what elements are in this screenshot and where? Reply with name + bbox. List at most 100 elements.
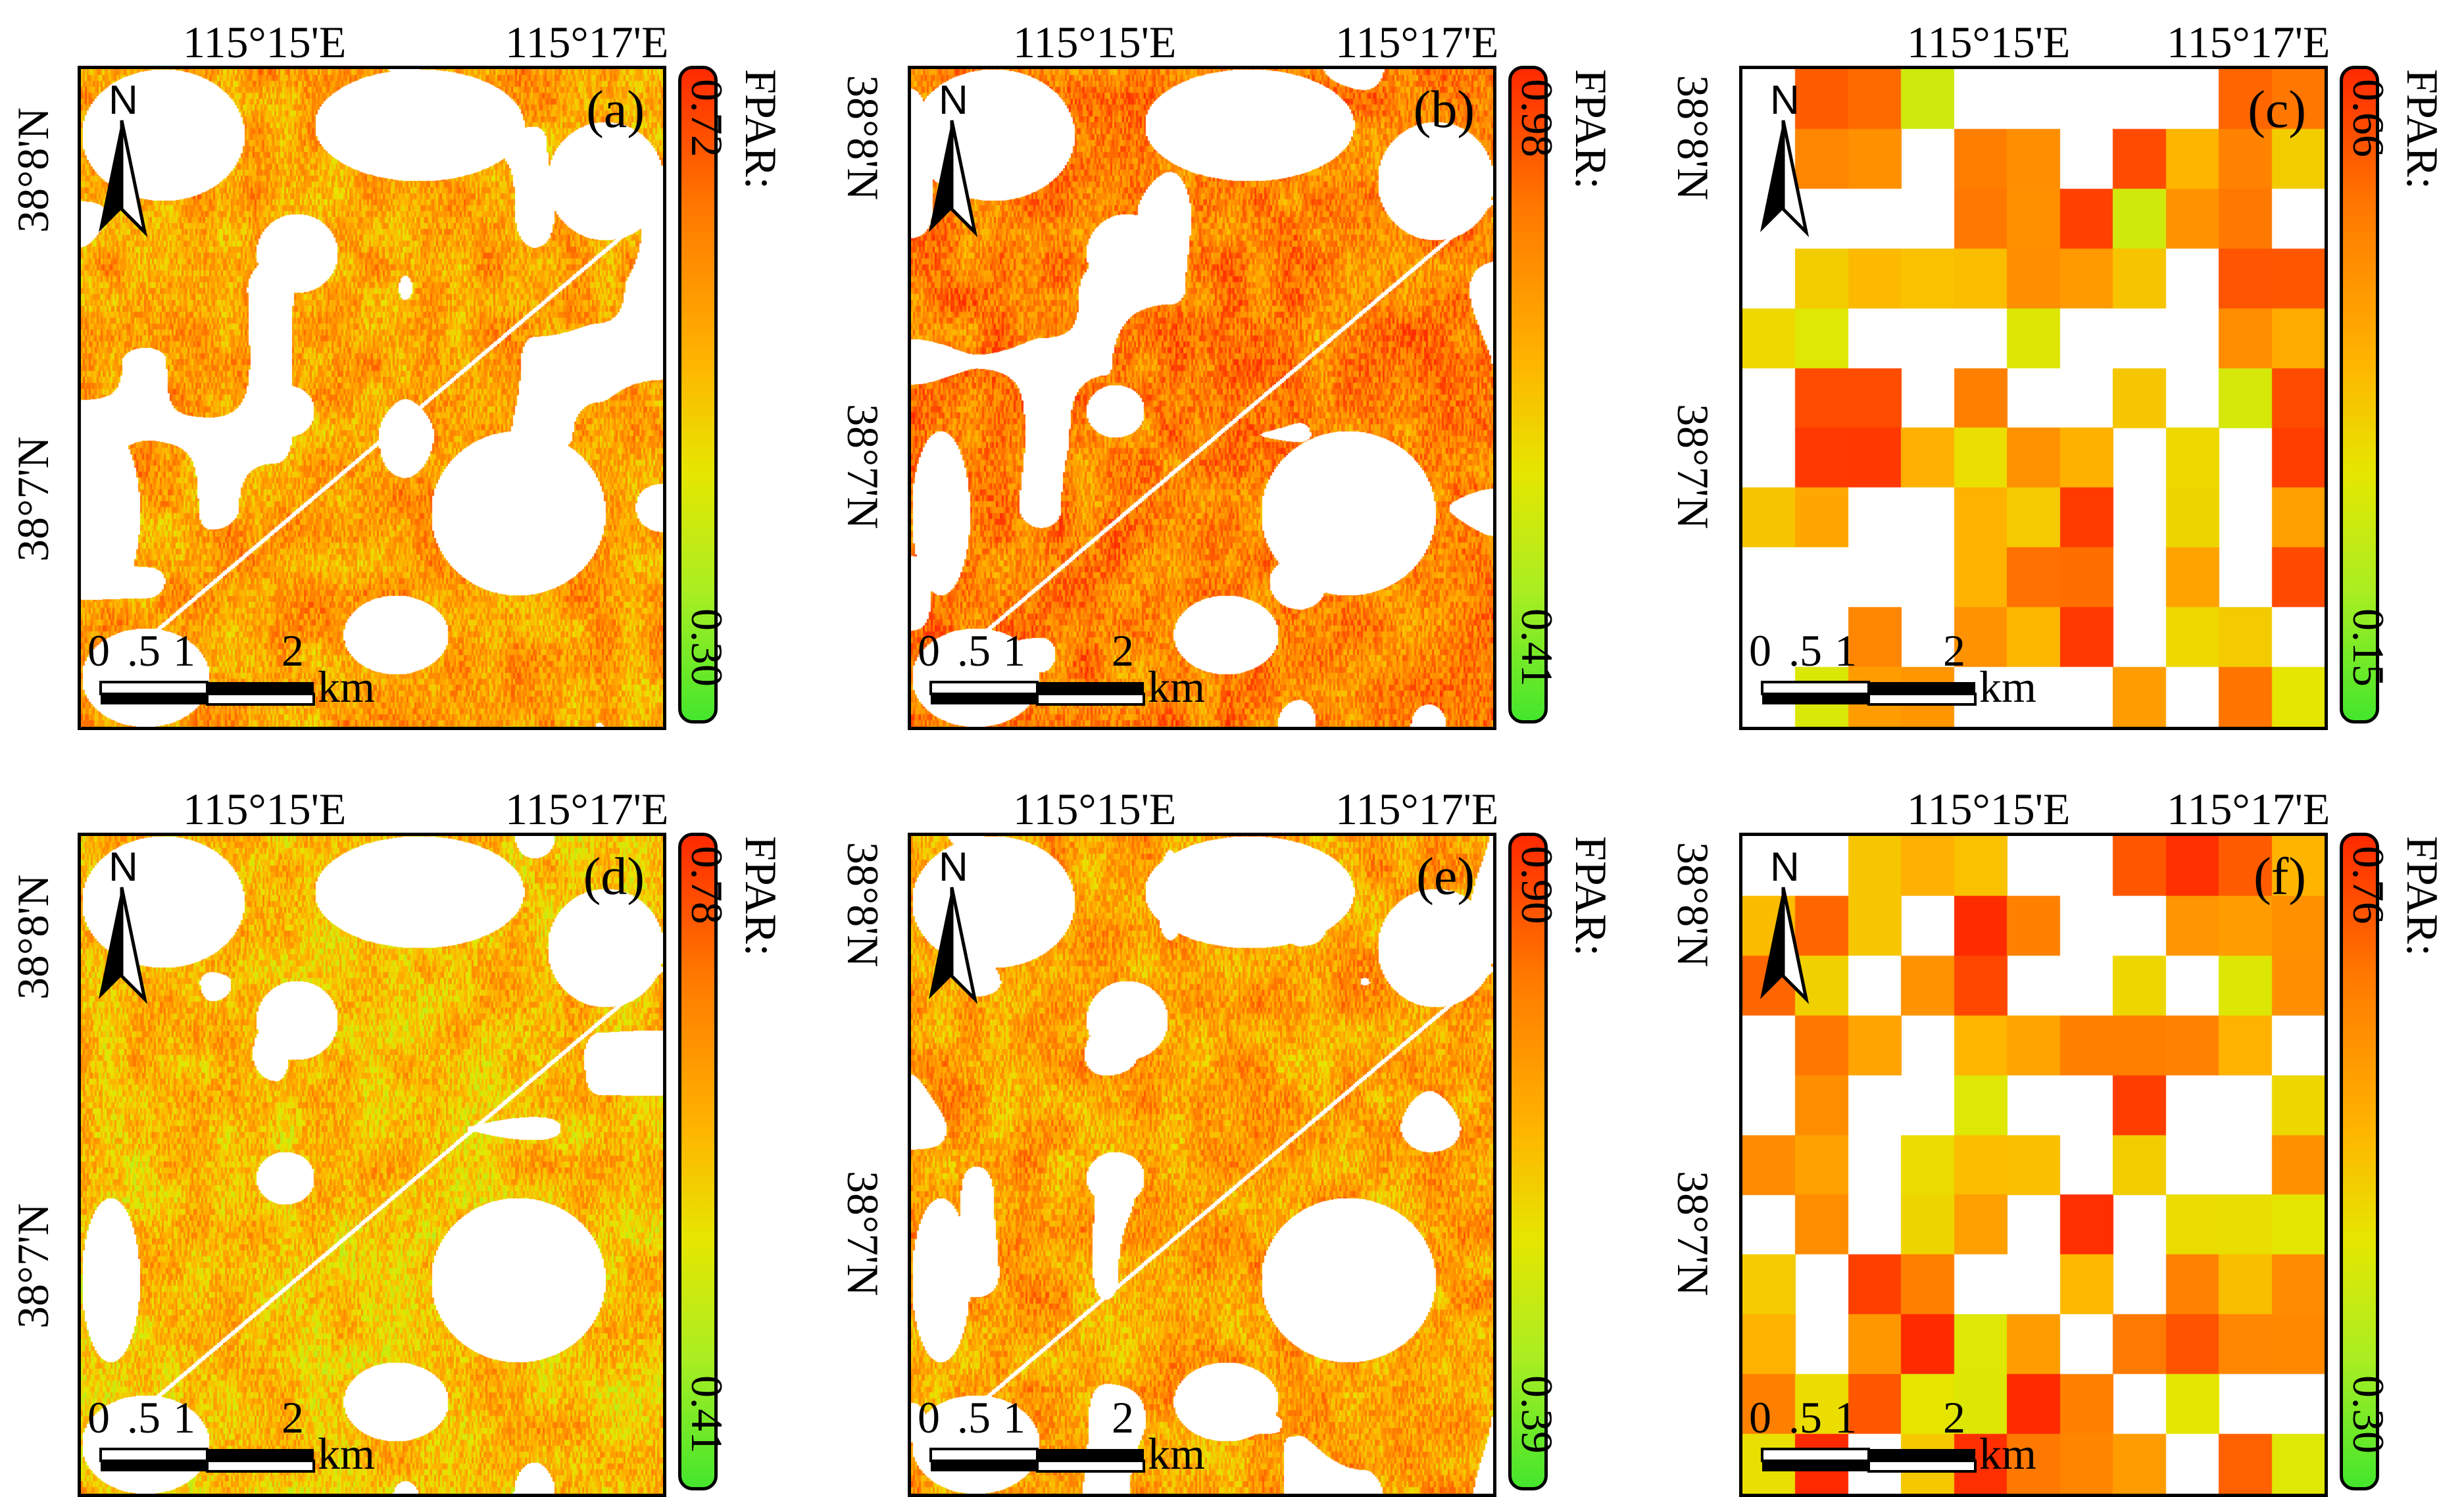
latitude-label: 38°8'N bbox=[838, 842, 888, 968]
colorbar-min-value: 0.41 bbox=[1512, 608, 1562, 687]
fpar-raster bbox=[1742, 69, 2325, 727]
fpar-raster bbox=[81, 69, 663, 727]
panel-label: (d) bbox=[583, 848, 645, 906]
longitude-label: 115°17'E bbox=[505, 784, 669, 834]
latitude-label: 38°8'N bbox=[1668, 842, 1718, 968]
fpar-raster bbox=[81, 836, 663, 1494]
scale-tick-label: 2 bbox=[1112, 1392, 1134, 1442]
longitude-label: 115°17'E bbox=[2167, 17, 2330, 67]
fpar-colorbar bbox=[1508, 833, 1548, 1490]
longitude-label: 115°15'E bbox=[183, 17, 347, 67]
scale-tick-label: 1 bbox=[1835, 626, 1857, 675]
scale-tick-label: 0 bbox=[1749, 626, 1771, 675]
panel-label: (a) bbox=[586, 81, 645, 139]
north-arrow-icon: N bbox=[929, 78, 978, 237]
scale-unit: km bbox=[1148, 662, 1205, 712]
north-label: N bbox=[939, 78, 968, 123]
colorbar-max-value: 0.72 bbox=[682, 79, 732, 157]
scale-tick-label: 0 bbox=[1749, 1392, 1771, 1442]
colorbar-title: FPAR: bbox=[1566, 69, 1616, 189]
scale-tick-label: 1 bbox=[1003, 626, 1025, 675]
longitude-label: 115°17'E bbox=[2167, 784, 2330, 834]
fpar-colorbar bbox=[2340, 66, 2379, 724]
fpar-colorbar bbox=[2340, 833, 2379, 1490]
scale-bar bbox=[99, 1448, 315, 1473]
longitude-label: 115°15'E bbox=[1013, 17, 1177, 67]
north-arrow-icon: N bbox=[929, 845, 978, 1004]
scale-bar bbox=[1761, 681, 1977, 706]
latitude-label: 38°7'N bbox=[838, 404, 888, 529]
latitude-label: 38°7'N bbox=[1668, 1171, 1718, 1296]
scale-tick-label: 1 bbox=[1003, 1392, 1025, 1442]
longitude-label: 115°17'E bbox=[1335, 784, 1499, 834]
colorbar-max-value: 0.66 bbox=[2344, 79, 2394, 157]
scale-tick-label: .5 bbox=[127, 1392, 160, 1442]
scale-tick-label: 0 bbox=[87, 1392, 110, 1442]
panel-label: (b) bbox=[1413, 81, 1475, 139]
colorbar-title: FPAR: bbox=[2398, 836, 2448, 956]
colorbar-min-value: 0.41 bbox=[682, 1375, 732, 1454]
scale-tick-label: 0 bbox=[918, 1392, 940, 1442]
latitude-label: 38°8'N bbox=[838, 75, 888, 201]
north-label: N bbox=[1770, 78, 1800, 123]
scale-tick-label: .5 bbox=[1788, 1392, 1822, 1442]
scale-tick-label: .5 bbox=[127, 626, 160, 675]
scale-bar bbox=[929, 1448, 1145, 1473]
scale-tick-label: .5 bbox=[1788, 626, 1822, 675]
scale-tick-label: 2 bbox=[282, 1392, 304, 1442]
colorbar-title: FPAR: bbox=[736, 836, 786, 956]
latitude-label: 38°8'N bbox=[8, 107, 58, 233]
colorbar-max-value: 0.76 bbox=[2344, 846, 2394, 924]
north-label: N bbox=[109, 78, 138, 123]
scale-unit: km bbox=[318, 1429, 375, 1479]
scale-tick-label: 2 bbox=[1943, 1392, 1965, 1442]
north-label: N bbox=[939, 845, 968, 890]
scale-bar bbox=[99, 681, 315, 706]
fpar-map: N (d) 0 .5 1 2 km bbox=[78, 833, 666, 1497]
colorbar-max-value: 0.90 bbox=[1512, 846, 1562, 924]
colorbar-title: FPAR: bbox=[736, 69, 786, 189]
scale-tick-label: 0 bbox=[918, 626, 940, 675]
fpar-raster bbox=[1742, 836, 2325, 1494]
fpar-colorbar bbox=[678, 833, 718, 1490]
colorbar-min-value: 0.30 bbox=[682, 608, 732, 687]
longitude-label: 115°15'E bbox=[1013, 784, 1177, 834]
panel-label: (c) bbox=[2248, 81, 2306, 139]
scale-tick-label: 2 bbox=[1112, 626, 1134, 675]
colorbar-max-value: 0.98 bbox=[1512, 79, 1562, 157]
fpar-colorbar bbox=[678, 66, 718, 724]
colorbar-min-value: 0.15 bbox=[2344, 608, 2394, 687]
scale-bar bbox=[929, 681, 1145, 706]
longitude-label: 115°17'E bbox=[505, 17, 669, 67]
fpar-map: N (e) 0 .5 1 2 km bbox=[908, 833, 1496, 1497]
panel-label: (f) bbox=[2254, 848, 2306, 906]
colorbar-max-value: 0.78 bbox=[682, 846, 732, 924]
longitude-label: 115°17'E bbox=[1335, 17, 1499, 67]
colorbar-min-value: 0.30 bbox=[2344, 1375, 2394, 1454]
latitude-label: 38°7'N bbox=[1668, 404, 1718, 529]
north-arrow-icon: N bbox=[1760, 78, 1810, 237]
fpar-colorbar bbox=[1508, 66, 1548, 724]
map-panel: 115°15'E 115°17'E 38°8'N 38°7'N N (b) 0 .5 1 2 km F… bbox=[830, 0, 1634, 730]
scale-tick-label: 2 bbox=[282, 626, 304, 675]
north-arrow-icon: N bbox=[99, 845, 148, 1004]
latitude-label: 38°7'N bbox=[8, 1203, 58, 1329]
panel-label: (e) bbox=[1416, 848, 1475, 906]
map-panel: 115°15'E 115°17'E 38°8'N 38°7'N N (e) 0 .5 1 2 km F… bbox=[830, 767, 1634, 1497]
scale-tick-label: 1 bbox=[173, 1392, 195, 1442]
scale-tick-label: .5 bbox=[957, 1392, 991, 1442]
longitude-label: 115°15'E bbox=[1907, 17, 2071, 67]
fpar-raster bbox=[911, 836, 1493, 1494]
scale-bar bbox=[1761, 1448, 1977, 1473]
latitude-label: 38°8'N bbox=[8, 874, 58, 1000]
fpar-map: N (a) 0 .5 1 2 km bbox=[78, 66, 666, 730]
colorbar-title: FPAR: bbox=[1566, 836, 1616, 956]
scale-unit: km bbox=[1979, 662, 2036, 712]
map-panel: 115°15'E 115°17'E 38°8'N 38°7'N N (f) 0 .5 1 2 km F… bbox=[1660, 767, 2464, 1497]
scale-tick-label: 1 bbox=[173, 626, 195, 675]
fpar-map: N (b) 0 .5 1 2 km bbox=[908, 66, 1496, 730]
colorbar-min-value: 0.39 bbox=[1512, 1375, 1562, 1454]
north-arrow-icon: N bbox=[1760, 845, 1810, 1004]
latitude-label: 38°7'N bbox=[838, 1171, 888, 1296]
fpar-map: N (f) 0 .5 1 2 km bbox=[1739, 833, 2328, 1497]
